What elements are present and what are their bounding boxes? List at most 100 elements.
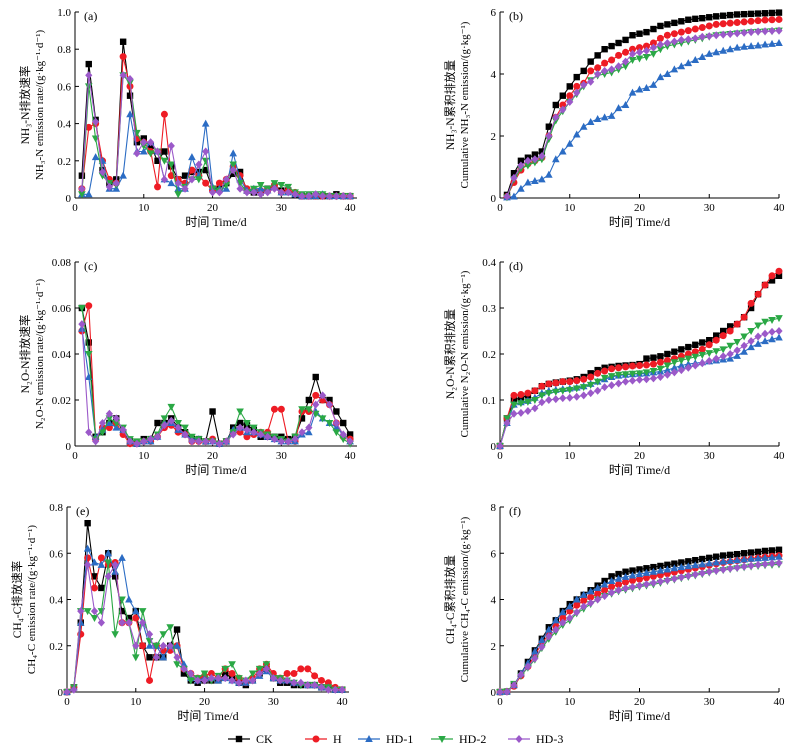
data-point [133, 149, 141, 158]
x-axis-label: 时间 Time/d [609, 709, 670, 723]
data-point [593, 114, 602, 122]
data-point [685, 343, 692, 351]
data-point [615, 51, 623, 59]
data-point [91, 584, 99, 592]
data-point [167, 179, 176, 187]
chart-panel-2: 0 2 4 6 0 10 20 30 40 时间 Time/d NH₃-N累积排放量 Cumulati… [443, 7, 785, 229]
y-tick-label: 4 [491, 69, 497, 81]
data-point [133, 139, 141, 146]
data-point [754, 41, 762, 49]
data-point [146, 150, 155, 158]
data-point [726, 564, 734, 573]
data-point [712, 48, 721, 56]
data-point [740, 333, 748, 341]
data-point [768, 559, 776, 568]
data-point [740, 550, 748, 557]
data-point [615, 570, 622, 578]
data-point [159, 631, 168, 639]
data-point [559, 101, 567, 109]
y-tick-label: 6 [491, 548, 497, 560]
data-point [600, 374, 609, 382]
data-point [594, 52, 601, 59]
data-point [594, 369, 602, 377]
data-point [552, 388, 560, 396]
data-point [552, 155, 560, 163]
data-point [642, 375, 651, 384]
data-point [255, 669, 264, 678]
data-point [70, 685, 78, 694]
x-tick-label: 30 [704, 450, 716, 462]
data-point [160, 421, 169, 430]
data-point [733, 320, 741, 328]
data-point [159, 641, 167, 650]
data-point [726, 354, 734, 362]
y-tick-label: 0.2 [57, 156, 71, 168]
data-point [257, 190, 265, 199]
data-point [263, 188, 272, 197]
data-point [628, 88, 637, 96]
data-point [671, 348, 678, 355]
data-point [706, 14, 713, 21]
x-tick-label: 20 [199, 696, 211, 708]
data-point [656, 46, 665, 54]
data-point [552, 379, 560, 387]
legend-marker [438, 736, 446, 743]
data-point [733, 556, 741, 564]
y-axis-label-en: Cumulative NH₃-N emission/(g·kg⁻¹) [459, 21, 471, 188]
data-point [290, 670, 298, 677]
data-point [276, 676, 284, 685]
data-point [649, 578, 658, 587]
data-point [705, 22, 713, 30]
data-point [63, 688, 71, 696]
data-point [531, 397, 539, 404]
data-point [775, 9, 783, 16]
data-point [85, 339, 92, 346]
data-point [663, 356, 671, 364]
y-tick-label: 0 [58, 687, 64, 699]
data-point [250, 428, 258, 437]
data-point [236, 408, 244, 416]
data-point [684, 360, 693, 368]
data-point [601, 586, 609, 594]
data-point [565, 139, 574, 147]
data-point [726, 350, 734, 358]
data-point [713, 13, 720, 20]
data-point [670, 574, 678, 583]
data-point [538, 635, 546, 643]
data-point [587, 370, 594, 377]
data-point [538, 398, 546, 407]
data-point [635, 581, 644, 590]
data-point [670, 30, 678, 38]
y-tick-label: 0 [491, 193, 497, 205]
x-tick-label: 10 [564, 696, 576, 708]
legend: CK H HD-1 HD-2 HD-3 [228, 732, 563, 746]
y-axis-label-cn: NH₃-N累积排放量 [443, 60, 457, 150]
data-point [538, 175, 546, 183]
data-point [202, 166, 209, 174]
data-point [768, 277, 776, 284]
data-point [85, 60, 92, 68]
data-point [650, 354, 657, 361]
legend-label: HD-2 [459, 732, 486, 746]
data-point [78, 305, 86, 312]
data-point [152, 642, 161, 650]
data-point [125, 618, 133, 627]
data-point [600, 113, 609, 121]
data-point [622, 578, 630, 586]
data-point [608, 573, 615, 580]
data-point [284, 188, 292, 197]
data-point [325, 192, 334, 201]
data-point [754, 332, 762, 341]
data-point [139, 618, 147, 627]
data-point [649, 43, 658, 52]
data-point [643, 565, 650, 572]
y-axis-label-cn: N₂O-N累积排放量 [443, 309, 457, 399]
x-tick-label: 10 [130, 696, 142, 708]
y-tick-label: 0.8 [49, 502, 63, 514]
series-hd-3 [78, 71, 354, 201]
data-point [153, 432, 162, 441]
legend-item-hd-1: HD-1 [358, 732, 413, 746]
data-point [698, 32, 706, 41]
data-point [775, 267, 783, 275]
data-point [339, 192, 347, 201]
